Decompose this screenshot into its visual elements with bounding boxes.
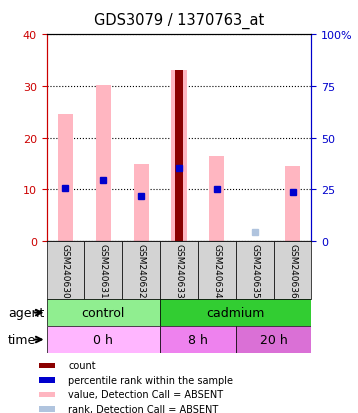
Bar — [175, 71, 183, 242]
Bar — [134, 164, 149, 242]
Text: GSM240633: GSM240633 — [174, 243, 184, 298]
Text: cadmium: cadmium — [207, 306, 265, 319]
Bar — [209, 157, 224, 242]
Text: percentile rank within the sample: percentile rank within the sample — [68, 375, 233, 385]
FancyBboxPatch shape — [160, 242, 198, 299]
FancyBboxPatch shape — [122, 242, 160, 299]
FancyBboxPatch shape — [274, 242, 311, 299]
Text: 20 h: 20 h — [260, 333, 287, 346]
Text: GSM240634: GSM240634 — [212, 243, 221, 298]
FancyBboxPatch shape — [160, 299, 311, 326]
Bar — [58, 115, 73, 242]
FancyBboxPatch shape — [47, 326, 160, 353]
FancyBboxPatch shape — [84, 242, 122, 299]
Bar — [39, 406, 55, 411]
Bar — [39, 363, 55, 368]
FancyBboxPatch shape — [160, 326, 236, 353]
FancyBboxPatch shape — [198, 242, 236, 299]
Text: GSM240636: GSM240636 — [288, 243, 297, 298]
FancyBboxPatch shape — [236, 326, 311, 353]
Text: GSM240632: GSM240632 — [137, 243, 146, 298]
Bar — [39, 392, 55, 397]
Bar — [39, 377, 55, 382]
Text: agent: agent — [8, 306, 44, 319]
Text: 0 h: 0 h — [93, 333, 113, 346]
FancyBboxPatch shape — [47, 299, 160, 326]
Text: count: count — [68, 361, 96, 370]
Text: GSM240635: GSM240635 — [250, 243, 259, 298]
Text: rank, Detection Call = ABSENT: rank, Detection Call = ABSENT — [68, 404, 218, 413]
Text: GSM240631: GSM240631 — [99, 243, 108, 298]
Text: 8 h: 8 h — [188, 333, 208, 346]
Text: GSM240630: GSM240630 — [61, 243, 70, 298]
FancyBboxPatch shape — [236, 242, 274, 299]
Bar — [96, 86, 111, 242]
Text: control: control — [82, 306, 125, 319]
Text: time: time — [8, 333, 36, 346]
Bar — [171, 71, 187, 242]
Bar — [285, 167, 300, 242]
Text: value, Detection Call = ABSENT: value, Detection Call = ABSENT — [68, 389, 223, 399]
FancyBboxPatch shape — [47, 242, 84, 299]
Text: GDS3079 / 1370763_at: GDS3079 / 1370763_at — [94, 13, 264, 29]
